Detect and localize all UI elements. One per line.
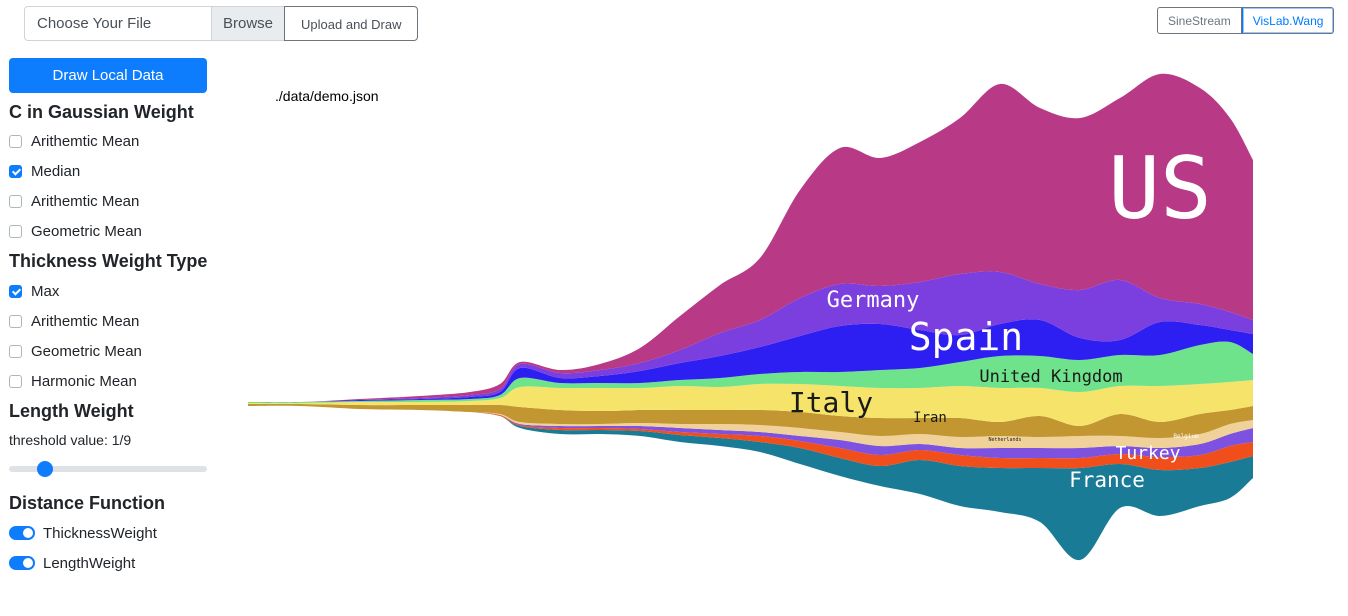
file-input[interactable]: Choose Your File: [24, 6, 212, 41]
checkbox[interactable]: [9, 344, 22, 358]
option-label: Median: [31, 162, 81, 180]
gaussian-option-geometric[interactable]: Geometric Mean: [9, 221, 142, 241]
label-belgium: Belgium: [1173, 433, 1199, 440]
option-label: Arithemtic Mean: [31, 312, 140, 330]
gaussian-weight-heading: C in Gaussian Weight: [9, 102, 194, 122]
toggle-label: LengthWeight: [43, 554, 136, 572]
browse-button[interactable]: Browse: [212, 6, 286, 41]
checkbox[interactable]: [9, 374, 22, 388]
option-label: Arithemtic Mean: [31, 132, 140, 150]
option-label: Geometric Mean: [31, 222, 142, 240]
length-weight-heading: Length Weight: [9, 401, 134, 421]
label-netherlands: Netherlands: [988, 437, 1021, 443]
checkbox[interactable]: [9, 284, 22, 298]
draw-local-data-button[interactable]: Draw Local Data: [9, 58, 207, 93]
option-label: Arithemtic Mean: [31, 192, 140, 210]
gaussian-option-arithmetic-2[interactable]: Arithemtic Mean: [9, 191, 139, 211]
stream-layer-belgium[interactable]: [248, 405, 1253, 459]
stream-layer-germany[interactable]: [248, 271, 1253, 403]
checkbox[interactable]: [9, 224, 22, 238]
checkbox[interactable]: [9, 164, 22, 178]
stream-layer-italy[interactable]: [248, 380, 1253, 427]
stream-layer-united-kingdom[interactable]: [248, 341, 1253, 404]
thickness-option-geometric[interactable]: Geometric Mean: [9, 341, 142, 361]
length-weight-toggle-row[interactable]: LengthWeight: [9, 553, 135, 573]
checkbox[interactable]: [9, 134, 22, 148]
label-united-kingdom: United Kingdom: [979, 367, 1122, 387]
thickness-weight-toggle-row[interactable]: ThicknessWeight: [9, 523, 157, 543]
length-weight-switch[interactable]: [9, 556, 35, 570]
threshold-label: threshold value: 1/9: [9, 432, 132, 448]
stream-layer-netherlands[interactable]: [248, 405, 1253, 449]
label-italy: Italy: [789, 386, 873, 419]
stream-layer-spain[interactable]: [248, 319, 1253, 403]
threshold-slider[interactable]: [9, 466, 207, 472]
stream-layer-iran[interactable]: [248, 403, 1253, 439]
label-spain: Spain: [909, 315, 1023, 359]
upload-and-draw-button[interactable]: Upload and Draw: [284, 6, 419, 41]
checkbox[interactable]: [9, 314, 22, 328]
toggle-label: ThicknessWeight: [43, 524, 157, 542]
sinestream-link[interactable]: SineStream: [1157, 7, 1242, 34]
gaussian-option-arithmetic-1[interactable]: Arithemtic Mean: [9, 131, 139, 151]
label-turkey: Turkey: [1115, 443, 1180, 464]
thickness-weight-switch[interactable]: [9, 526, 35, 540]
thickness-option-max[interactable]: Max: [9, 281, 59, 301]
file-input-group[interactable]: Choose Your File Browse Upload and Draw: [24, 6, 419, 41]
stream-layer-us[interactable]: [248, 73, 1253, 403]
stream-layer-turkey[interactable]: [248, 405, 1253, 471]
distance-function-heading: Distance Function: [9, 493, 166, 513]
gaussian-option-median[interactable]: Median: [9, 161, 80, 181]
thickness-weight-heading: Thickness Weight Type: [9, 251, 208, 271]
threshold-slider-handle[interactable]: [37, 461, 53, 477]
vislab-link[interactable]: VisLab.Wang: [1241, 7, 1335, 34]
checkbox[interactable]: [9, 194, 22, 208]
label-france: France: [1069, 468, 1145, 492]
thickness-option-harmonic[interactable]: Harmonic Mean: [9, 371, 137, 391]
nav-button-group: SineStream VisLab.Wang: [1157, 7, 1335, 34]
option-label: Geometric Mean: [31, 342, 142, 360]
thickness-option-arithmetic[interactable]: Arithemtic Mean: [9, 311, 139, 331]
label-us: US: [1108, 139, 1212, 239]
stream-layer-france[interactable]: [248, 405, 1253, 561]
option-label: Max: [31, 282, 60, 300]
data-path-label: ./data/demo.json: [275, 88, 379, 104]
label-germany: Germany: [827, 288, 920, 313]
label-iran: Iran: [913, 410, 947, 426]
option-label: Harmonic Mean: [31, 372, 137, 390]
